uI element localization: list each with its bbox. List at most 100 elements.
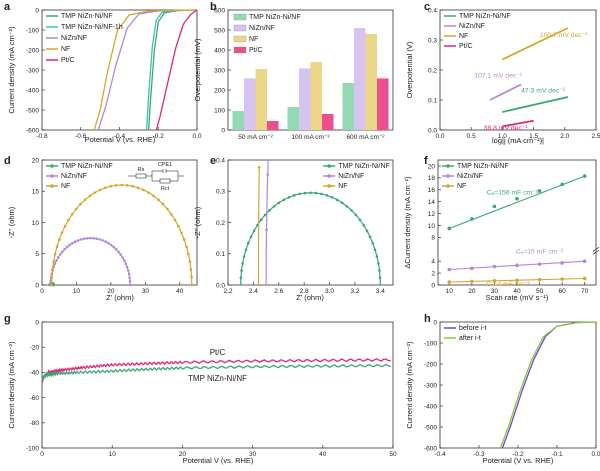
y-tick-label: 18 [428, 175, 436, 182]
bar [322, 114, 334, 130]
y-tick-label: -200 [26, 47, 39, 54]
nyquist-point [127, 272, 131, 276]
y-tick-label: 600 [214, 7, 225, 14]
nyquist-point [177, 224, 180, 228]
x-tick-label: 20 [179, 451, 187, 458]
nyquist-point [345, 205, 349, 208]
y-tick-label: 0 [221, 127, 225, 134]
nyquist-point [242, 255, 246, 258]
x-tick-label: 60 [559, 288, 567, 295]
bar [365, 34, 377, 130]
nyquist-point [365, 229, 369, 233]
nyquist-point [379, 283, 382, 285]
x-category-label: 600 mA cm⁻² [346, 134, 385, 141]
bar [232, 111, 244, 130]
x-tick-label: 0.0 [435, 133, 444, 140]
y-tick-label: 10 [32, 220, 40, 227]
nyquist-point [330, 196, 334, 199]
y-tick-label: 0.1 [216, 251, 225, 258]
nyquist-point [136, 186, 140, 190]
legend-marker [50, 174, 54, 178]
y-tick-label: -600 [26, 127, 39, 134]
nyquist-point [112, 245, 116, 249]
x-tick-label: -0.4 [114, 133, 126, 140]
legend-marker [446, 164, 450, 168]
series-line [145, 9, 198, 131]
resistor-rct [159, 178, 171, 184]
y-tick-label: 0.3 [216, 189, 225, 196]
y-tick-label: 0.4 [216, 157, 225, 164]
nyquist-point [50, 283, 53, 287]
x-axis-label: Scan rate (mV s⁻¹) [486, 293, 549, 302]
nyquist-point [76, 239, 80, 242]
nyquist-point [119, 253, 122, 256]
series-line [147, 9, 198, 131]
y-tick-label: 0.2 [216, 220, 225, 227]
nyquist-point [55, 259, 58, 262]
nyquist-point [126, 269, 130, 272]
y-tick-label: 16 [428, 187, 436, 194]
bar [342, 83, 354, 130]
y-tick-label: 8 [431, 235, 435, 242]
nyquist-point [325, 194, 329, 197]
data-point [537, 277, 542, 282]
x-tick-label: -0.1 [551, 451, 563, 458]
plot-frame [227, 159, 394, 286]
legend-label: Pt/C [249, 47, 263, 54]
nyquist-point [350, 209, 353, 212]
nyquist-point [362, 223, 365, 227]
data-point [582, 276, 587, 281]
nyquist-point [368, 235, 372, 239]
legend-label: NF [61, 183, 70, 190]
tafel-line [502, 27, 569, 61]
nyquist-point [98, 188, 102, 192]
nyquist-point [68, 243, 71, 247]
y-tick-label: 20 [32, 157, 40, 164]
slope-annotation: 47.3 mV dec⁻¹ [521, 88, 566, 95]
x-tick-label: 2.8 [300, 288, 309, 295]
legend-label: NF [61, 46, 70, 53]
y-tick-label: 200 [214, 87, 225, 94]
legend-marker [327, 164, 331, 168]
fit-line [449, 175, 585, 230]
x-tick-label: -0.8 [36, 133, 48, 140]
y-tick-label: 5 [35, 251, 39, 258]
data-point [492, 204, 497, 209]
nyquist-point [264, 283, 268, 285]
nyquist-point [161, 202, 165, 206]
nyquist-point [104, 186, 107, 190]
circuit-label-rs: Rs [138, 167, 145, 173]
y-tick-label: -400 [26, 87, 39, 94]
data-point [447, 280, 452, 284]
y-tick-label: 100 [214, 107, 225, 114]
plot-frame [41, 321, 394, 449]
data-point [470, 279, 474, 284]
series-line [155, 9, 198, 131]
nyquist-point [52, 260, 55, 263]
nyquist-point [240, 269, 243, 272]
x-tick-label: 3.4 [376, 288, 385, 295]
nyquist-point [114, 248, 118, 251]
data-point [582, 174, 587, 178]
x-tick-label: 40 [513, 288, 521, 295]
bar [287, 107, 299, 130]
nyquist-point [170, 212, 173, 216]
panel-label-b: b [210, 1, 217, 13]
bar [310, 62, 322, 130]
circuit-label-rct: Rct [161, 186, 170, 192]
nyquist-point [378, 276, 382, 280]
nyquist-point [65, 245, 69, 249]
legend-label: NiZn/NF [338, 173, 364, 180]
nyquist-point [265, 228, 268, 232]
nyquist-point [95, 237, 98, 241]
nyquist-point [74, 207, 78, 211]
series-line [93, 9, 198, 131]
nyquist-point [79, 202, 82, 206]
nyquist-point [53, 262, 57, 266]
legend-label: TMP NiZn-Ni/NF [457, 163, 509, 170]
nyquist-point [58, 253, 62, 256]
data-point [560, 277, 564, 281]
nyquist-point [98, 238, 101, 241]
nyquist-point [83, 198, 87, 202]
nyquist-point [73, 240, 77, 243]
